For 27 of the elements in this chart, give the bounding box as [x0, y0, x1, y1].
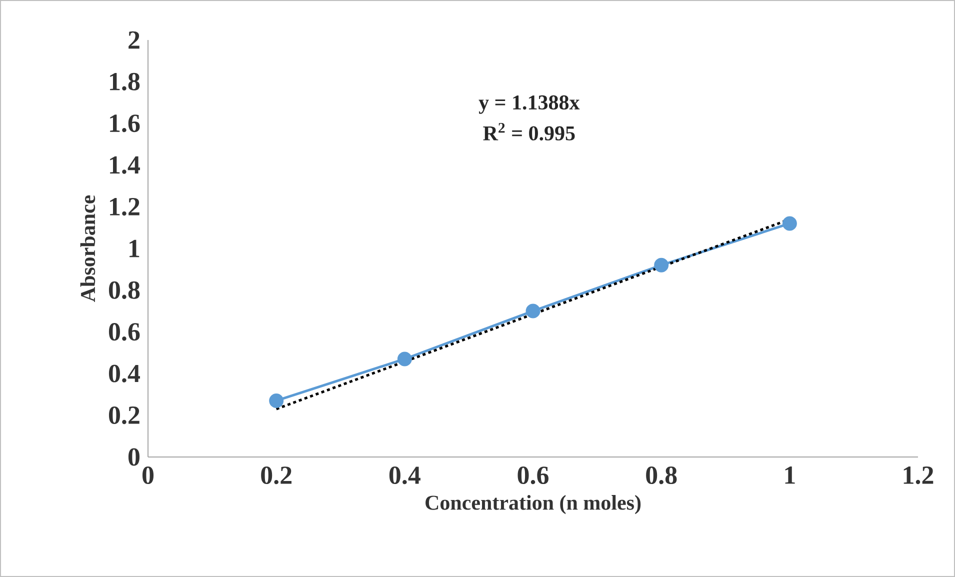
x-tick-label: 0.8	[646, 466, 677, 484]
y-tick-label: 1.2	[110, 198, 140, 216]
point	[654, 258, 669, 272]
x-tick-label: 1	[785, 466, 795, 484]
point	[526, 304, 540, 318]
y-tick-label: 1.6	[110, 114, 140, 132]
y-tick-label: 0.8	[108, 281, 140, 300]
y-tick-label: 1.8	[110, 72, 140, 91]
annotation: R$^{2}$ = 0.995	[483, 122, 575, 141]
x-tick-label: 1.2	[904, 466, 934, 484]
x-tick-label: 0.4	[389, 466, 420, 484]
x-tick-label: 0.2	[261, 466, 292, 484]
y-tick-label: 0.2	[108, 406, 140, 424]
y-tick-label: 1.4	[110, 156, 140, 174]
y-tick-label: 1	[130, 240, 140, 258]
point	[269, 393, 284, 408]
annotation: y = 1.1388x	[478, 95, 580, 114]
y-tick-label: 0	[128, 448, 140, 466]
y-tick-label: 2	[128, 31, 140, 49]
y-tick-label: 0.6	[108, 323, 140, 341]
y-axis-title: Absorbance	[80, 195, 96, 302]
x-axis-title: Concentration (n moles)	[426, 495, 641, 514]
x-tick-label: 0.6	[518, 466, 548, 484]
x-tick-label: 0	[142, 466, 154, 484]
y-tick-label: 0.4	[108, 364, 140, 382]
point	[397, 352, 412, 366]
point	[782, 216, 797, 231]
